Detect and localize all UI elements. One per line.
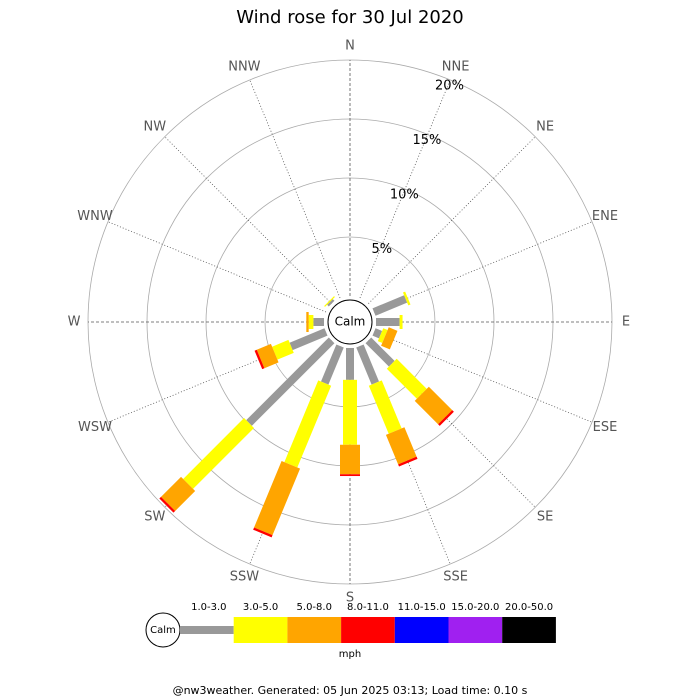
bar-segment <box>385 427 417 465</box>
legend-label: 1.0-3.0 <box>191 602 226 613</box>
spoke <box>164 136 332 304</box>
bar-segment <box>398 456 418 467</box>
bar-segment <box>381 327 398 350</box>
bar-segment <box>356 344 379 385</box>
bar-segment <box>159 496 176 513</box>
legend-swatch <box>341 617 395 643</box>
bar-segment <box>340 474 360 477</box>
legend-swatch <box>233 617 288 643</box>
direction-label: NNW <box>228 60 260 75</box>
bar-segment <box>321 344 344 385</box>
direction-label: ESE <box>593 420 618 435</box>
bar-segment <box>365 337 395 367</box>
direction-label: S <box>346 591 354 606</box>
bar-segment <box>256 343 279 369</box>
legend-label: 11.0-15.0 <box>398 602 446 613</box>
legend-swatch <box>394 617 449 643</box>
direction-label: SSE <box>443 569 468 584</box>
bar-segment <box>246 337 335 426</box>
legend-swatch <box>502 617 556 643</box>
legend-swatch <box>287 617 342 643</box>
bar-segment <box>372 328 383 339</box>
direction-label: ENE <box>592 209 618 224</box>
bar-segment <box>377 328 388 343</box>
legend-title: mph <box>339 649 361 660</box>
spoke <box>107 221 327 313</box>
direction-label: NE <box>536 119 554 134</box>
direction-label: E <box>622 315 630 330</box>
bar-segment <box>284 380 332 468</box>
bar-segment <box>254 349 265 370</box>
bar-segment <box>313 318 325 326</box>
legend-label: 20.0-50.0 <box>505 602 553 613</box>
r-tick-label: 10% <box>390 187 419 202</box>
direction-label: WNW <box>77 209 113 224</box>
chart-title: Wind rose for 30 Jul 2020 <box>236 7 464 28</box>
bar-segment <box>289 328 328 351</box>
bar-segment <box>324 296 335 307</box>
legend-label: 8.0-11.0 <box>347 602 389 613</box>
bar-segment <box>343 379 357 445</box>
bar-segment <box>254 461 301 536</box>
r-tick-label: 20% <box>435 78 464 93</box>
calm-circle <box>327 299 373 345</box>
bar-segment <box>340 444 360 475</box>
spoke <box>373 221 593 313</box>
legend-swatch <box>180 626 234 634</box>
bar-segment <box>346 348 354 380</box>
bar-segment <box>402 291 411 306</box>
legend-swatch <box>448 617 503 643</box>
bar-segment <box>376 318 400 326</box>
spoke <box>359 79 451 299</box>
direction-label: W <box>68 315 81 330</box>
bar-segment <box>308 315 314 329</box>
bar-segment <box>327 299 335 307</box>
bar-segment <box>414 386 453 425</box>
bar-segment <box>438 410 454 426</box>
direction-label: SE <box>537 510 553 525</box>
calm-label: Calm <box>335 315 366 329</box>
bar-segment <box>386 358 427 399</box>
spoke <box>373 331 593 423</box>
bar-segment <box>272 339 294 360</box>
bar-segment <box>368 380 402 434</box>
direction-label: NW <box>144 119 167 134</box>
bar-segment <box>399 315 403 329</box>
direction-label: SW <box>144 510 165 525</box>
footer: @nw3weather. Generated: 05 Jun 2025 03:1… <box>173 684 528 697</box>
direction-label: N <box>345 39 355 54</box>
legend-label: 3.0-5.0 <box>243 602 278 613</box>
direction-label: WSW <box>78 420 112 435</box>
r-tick-label: 15% <box>412 133 441 148</box>
bar-segment <box>253 527 273 538</box>
legend-label: 5.0-8.0 <box>297 602 332 613</box>
bar-segment <box>306 312 309 332</box>
bar-segment <box>372 295 408 316</box>
r-tick-label: 5% <box>371 242 392 257</box>
direction-label: SSW <box>230 569 260 584</box>
legend-label: 15.0-20.0 <box>451 602 499 613</box>
spoke <box>249 79 341 299</box>
legend-calm-label: Calm <box>150 625 176 636</box>
spoke <box>368 136 536 304</box>
bar-segment <box>183 418 254 489</box>
direction-label: NNE <box>442 60 470 75</box>
bar-segment <box>161 476 196 511</box>
